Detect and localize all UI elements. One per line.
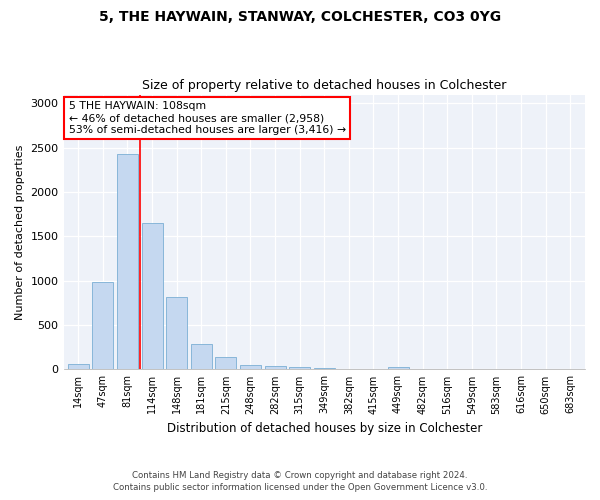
Title: Size of property relative to detached houses in Colchester: Size of property relative to detached ho… (142, 79, 506, 92)
Bar (289, 367, 310, 370)
Text: Contains HM Land Registry data © Crown copyright and database right 2024.: Contains HM Land Registry data © Crown c… (132, 471, 468, 480)
Text: 5 THE HAYWAIN: 108sqm
← 46% of detached houses are smaller (2,958)
53% of semi-d: 5 THE HAYWAIN: 108sqm ← 46% of detached … (69, 102, 346, 134)
Bar (388, 367, 409, 370)
Text: 5, THE HAYWAIN, STANWAY, COLCHESTER, CO3 0YG: 5, THE HAYWAIN, STANWAY, COLCHESTER, CO3… (99, 10, 501, 24)
Bar (92, 282, 113, 370)
Bar (142, 223, 163, 370)
Bar (240, 364, 261, 370)
X-axis label: Distribution of detached houses by size in Colchester: Distribution of detached houses by size … (167, 422, 482, 435)
Bar (166, 296, 187, 370)
Bar (265, 366, 286, 370)
Bar (68, 364, 89, 370)
Bar (314, 368, 335, 370)
Y-axis label: Number of detached properties: Number of detached properties (15, 144, 25, 320)
Bar (191, 344, 212, 369)
Text: Contains public sector information licensed under the Open Government Licence v3: Contains public sector information licen… (113, 484, 487, 492)
Bar (215, 356, 236, 370)
Bar (117, 154, 138, 370)
